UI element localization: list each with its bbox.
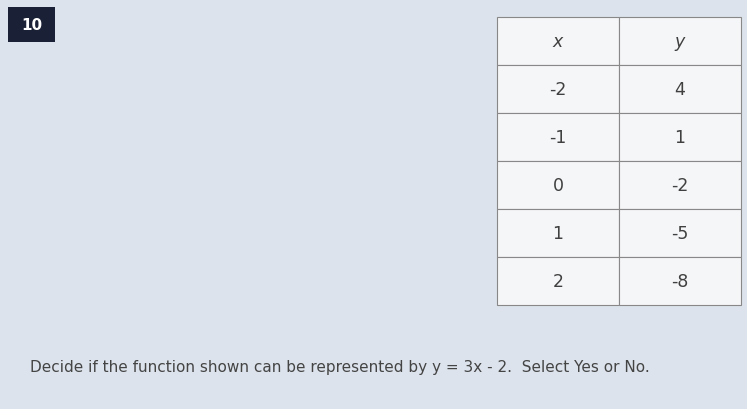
Text: -8: -8 bbox=[672, 272, 689, 290]
Bar bbox=[497, 18, 619, 66]
Text: -1: -1 bbox=[549, 129, 567, 147]
Text: 4: 4 bbox=[675, 81, 686, 99]
Bar bbox=[497, 257, 619, 305]
Bar bbox=[8, 8, 55, 43]
Text: 10: 10 bbox=[21, 18, 42, 33]
Text: -2: -2 bbox=[672, 177, 689, 195]
Bar bbox=[497, 162, 619, 209]
Text: 1: 1 bbox=[675, 129, 686, 147]
Bar bbox=[619, 66, 741, 114]
Bar bbox=[497, 209, 619, 257]
Bar bbox=[619, 18, 741, 66]
Bar bbox=[619, 114, 741, 162]
Text: x: x bbox=[553, 33, 563, 51]
Text: 2: 2 bbox=[553, 272, 563, 290]
Text: Decide if the function shown can be represented by y = 3x - 2.  Select Yes or No: Decide if the function shown can be repr… bbox=[30, 360, 650, 375]
Text: y: y bbox=[675, 33, 685, 51]
Bar bbox=[619, 257, 741, 305]
Bar bbox=[497, 66, 619, 114]
Bar bbox=[619, 162, 741, 209]
Text: 0: 0 bbox=[553, 177, 563, 195]
Text: 1: 1 bbox=[553, 225, 563, 243]
Text: -5: -5 bbox=[672, 225, 689, 243]
Bar bbox=[619, 209, 741, 257]
Bar bbox=[497, 114, 619, 162]
Text: -2: -2 bbox=[549, 81, 567, 99]
